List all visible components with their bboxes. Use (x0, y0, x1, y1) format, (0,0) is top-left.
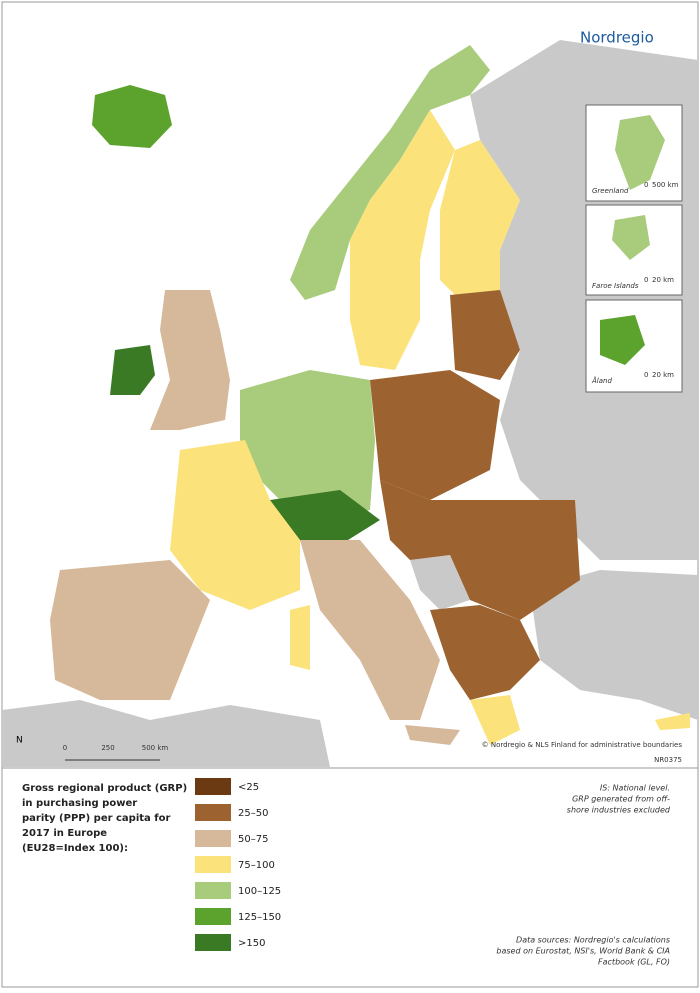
greece-bulgaria (430, 605, 540, 700)
uk (150, 290, 230, 430)
note: shore industries excluded (567, 806, 671, 815)
corsica-sardinia (290, 605, 310, 670)
sweden (350, 110, 455, 370)
iceland (92, 85, 172, 148)
balkans-non-eu (410, 555, 470, 610)
finland (440, 140, 520, 300)
italy (300, 540, 440, 720)
iberia (50, 560, 210, 700)
inset-label: Greenland (592, 187, 629, 195)
inset-label: Åland (591, 376, 612, 385)
legend-swatch (195, 934, 231, 951)
ireland (110, 345, 155, 395)
poland-czech (370, 370, 500, 500)
inset-label: Faroe Islands (592, 282, 639, 290)
legend-label: 50–75 (238, 834, 268, 845)
inset-scale: 500 km (652, 181, 679, 189)
inset-scale: 0 (644, 276, 648, 284)
legend-title: in purchasing power (22, 798, 137, 809)
baltics (450, 290, 520, 380)
legend-swatch (195, 778, 231, 795)
source: based on Eurostat, NSI's, World Bank & C… (496, 947, 670, 956)
legend-label: 100–125 (238, 886, 281, 897)
inset-scale: 0 (644, 371, 648, 379)
legend-swatch (195, 830, 231, 847)
logo: Nordregio (580, 29, 654, 47)
legend-swatch (195, 804, 231, 821)
legend-label: 25–50 (238, 808, 268, 819)
aland (600, 315, 645, 365)
turkey (530, 570, 698, 720)
scale-label: 500 km (142, 744, 169, 752)
inset-scale: 20 km (652, 371, 674, 379)
note: IS: National level. (600, 784, 670, 793)
inset-scale: 0 (644, 181, 648, 189)
map-id: NR0375 (654, 756, 682, 764)
source: Data sources: Nordregio's calculations (516, 936, 670, 945)
legend-label: <25 (238, 782, 259, 793)
romania-hungary (380, 480, 580, 620)
legend-title: (EU28=Index 100): (22, 843, 128, 854)
note: GRP generated from off- (572, 795, 670, 804)
norway (290, 45, 490, 300)
legend-label: 75–100 (238, 860, 275, 871)
scale-label: 0 (63, 744, 67, 752)
legend-label: 125–150 (238, 912, 281, 923)
legend-title: 2017 in Europe (22, 828, 107, 839)
africa (2, 700, 330, 767)
sicily (405, 725, 460, 745)
legend-swatch (195, 882, 231, 899)
inset-scale: 20 km (652, 276, 674, 284)
credit: © Nordregio & NLS Finland for administra… (482, 741, 683, 749)
france (170, 440, 300, 610)
greek-south (470, 695, 520, 745)
legend-swatch (195, 908, 231, 925)
alps (270, 490, 380, 545)
legend-swatch (195, 856, 231, 873)
insets (585, 104, 683, 393)
cyprus (655, 713, 690, 730)
legend-title: parity (PPP) per capita for (22, 813, 171, 824)
scale-label: 250 (101, 744, 114, 752)
source: Factbook (GL, FO) (598, 958, 670, 967)
faroe (612, 215, 650, 260)
north-arrow: N (16, 736, 23, 746)
legend-label: >150 (238, 938, 265, 949)
germany-benelux (240, 370, 375, 520)
greenland (615, 115, 665, 190)
legend-title: Gross regional product (GRP) (22, 783, 187, 794)
